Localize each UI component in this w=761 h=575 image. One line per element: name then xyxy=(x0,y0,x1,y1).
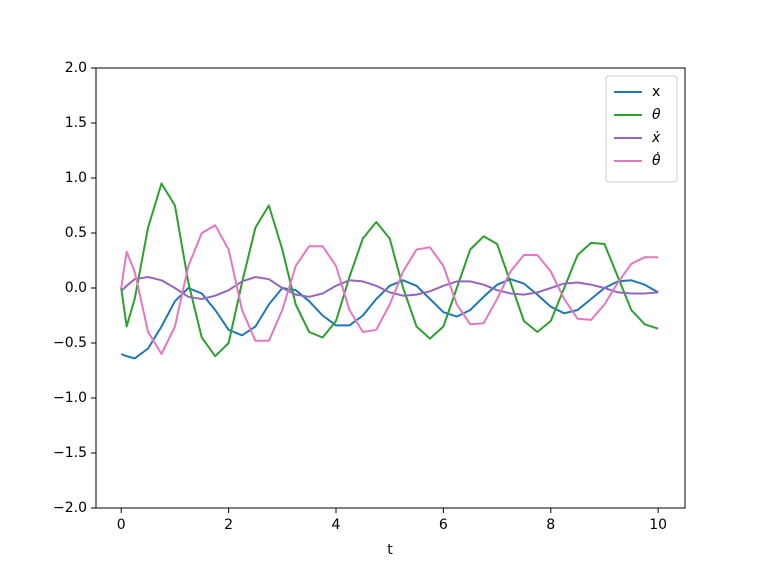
y-tick-label: −0.5 xyxy=(53,335,87,351)
legend-label: θ̇ xyxy=(652,151,661,169)
data-line xyxy=(120,278,659,360)
plot-frame xyxy=(95,67,686,509)
y-tick-label: 2.0 xyxy=(65,60,87,76)
x-tick-label: 2 xyxy=(224,517,233,533)
legend-label: ẋ xyxy=(651,130,661,146)
y-tick-label: 0.5 xyxy=(65,225,87,241)
legend-box xyxy=(605,75,678,183)
x-tick-label: 10 xyxy=(649,517,667,533)
x-tick-label: 6 xyxy=(439,517,448,533)
x-tick-label: 8 xyxy=(546,517,555,533)
y-tick-label: 1.5 xyxy=(65,115,87,131)
legend-label: x xyxy=(652,84,660,100)
y-tick-label: −2.0 xyxy=(53,500,87,516)
y-tick-label: −1.0 xyxy=(53,390,87,406)
y-tick-label: −1.5 xyxy=(53,445,87,461)
y-tick-label: 1.0 xyxy=(65,170,87,186)
x-axis-label: t xyxy=(387,542,393,558)
data-line xyxy=(120,224,659,355)
y-tick-label: 0.0 xyxy=(65,280,87,296)
data-line xyxy=(120,182,659,358)
legend-label: θ xyxy=(652,107,661,123)
x-tick-label: 0 xyxy=(117,517,126,533)
data-line xyxy=(120,276,659,300)
x-tick-label: 4 xyxy=(332,517,341,533)
